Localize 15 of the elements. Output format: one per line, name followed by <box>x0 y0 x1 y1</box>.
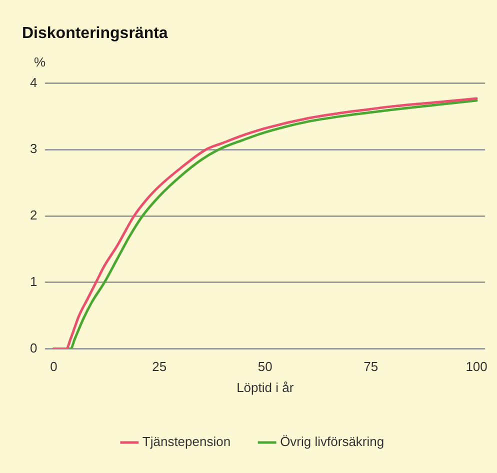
y-tick-label: 3 <box>30 141 38 156</box>
y-tick-label: 4 <box>30 74 38 90</box>
y-tick-label: 1 <box>30 274 38 289</box>
y-axis-title: % <box>34 54 46 70</box>
legend-label: Tjänstepension <box>142 434 231 450</box>
x-tick-label: 75 <box>364 359 378 374</box>
legend-label: Övrig livförsäkring <box>280 434 384 450</box>
x-tick-label: 25 <box>152 359 167 374</box>
chart-title: Diskonteringsränta <box>22 25 168 42</box>
x-axis-title: Löptid i år <box>236 380 294 395</box>
y-tick-label: 0 <box>30 340 38 356</box>
x-tick-label: 50 <box>258 359 272 374</box>
y-tick-label: 2 <box>30 208 38 223</box>
x-tick-label: 100 <box>466 359 488 374</box>
x-tick-label: 0 <box>50 359 58 374</box>
